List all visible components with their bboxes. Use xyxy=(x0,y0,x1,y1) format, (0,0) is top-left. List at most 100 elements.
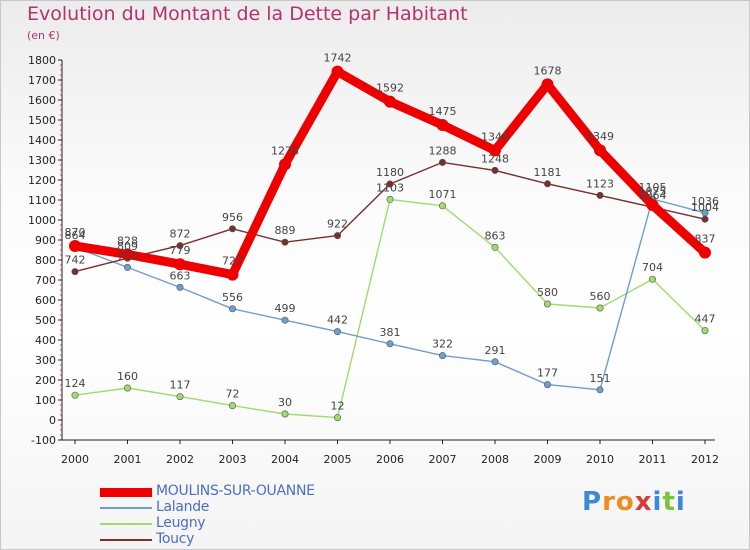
x-tick-label: 2009 xyxy=(534,453,562,466)
data-label-moulins: 1475 xyxy=(429,105,457,118)
y-tick-label: 0 xyxy=(49,414,56,427)
logo-letter: r xyxy=(602,487,616,517)
data-label-toucy: 922 xyxy=(327,218,348,231)
data-label-lalande: 1105 xyxy=(639,181,667,194)
data-label-toucy: 1064 xyxy=(639,189,667,202)
logo-letter: i xyxy=(675,487,686,517)
data-point-toucy xyxy=(281,238,289,246)
y-tick-label: 1700 xyxy=(28,74,56,87)
data-label-lalande: 151 xyxy=(590,372,611,385)
data-point-moulins xyxy=(279,158,291,171)
data-label-moulins: 1278 xyxy=(271,144,299,157)
data-label-toucy: 742 xyxy=(65,254,86,267)
data-point-moulins xyxy=(121,248,134,261)
x-tick-label: 2011 xyxy=(639,453,667,466)
data-point-toucy xyxy=(333,232,341,240)
y-tick-label: 900 xyxy=(35,234,56,247)
y-tick-label: 1800 xyxy=(28,54,56,67)
data-point-lalande xyxy=(386,340,394,348)
legend-label-lalande: Lalande xyxy=(156,499,210,515)
y-tick-label: 600 xyxy=(35,294,56,307)
data-label-toucy: 872 xyxy=(170,228,191,241)
legend-item-lalande: Lalande xyxy=(100,499,400,516)
logo-letter: P xyxy=(582,487,603,517)
y-tick-label: 800 xyxy=(35,254,56,267)
data-label-moulins: 870 xyxy=(65,226,86,239)
data-label-toucy: 889 xyxy=(275,224,296,237)
data-point-moulins xyxy=(541,78,554,91)
data-label-toucy: 1248 xyxy=(481,152,509,165)
data-label-moulins: 837 xyxy=(695,233,716,246)
data-point-toucy xyxy=(701,215,709,223)
data-point-moulins xyxy=(436,119,449,131)
y-tick-label: -100 xyxy=(31,434,56,447)
legend-swatch-toucy xyxy=(100,539,152,541)
data-label-lalande: 1036 xyxy=(691,195,719,208)
x-tick-label: 2007 xyxy=(429,453,457,466)
y-tick-label: 1300 xyxy=(28,154,56,167)
data-label-toucy: 1181 xyxy=(534,166,562,179)
legend-swatch-lalande xyxy=(100,507,152,509)
data-label-lalande: 322 xyxy=(432,338,453,351)
data-point-moulins xyxy=(69,240,81,252)
data-label-moulins: 1742 xyxy=(324,52,352,65)
data-label-lalande: 864 xyxy=(65,229,86,242)
data-point-leugny xyxy=(648,275,656,283)
data-label-toucy: 956 xyxy=(222,211,243,224)
data-point-leugny xyxy=(543,300,551,308)
logo-letter: o xyxy=(615,487,635,517)
chart-subtitle: (en €) xyxy=(27,29,60,42)
data-label-moulins: 1349 xyxy=(586,130,614,143)
y-tick-label: 1000 xyxy=(28,214,56,227)
data-point-toucy xyxy=(229,225,237,233)
data-label-moulins: 1592 xyxy=(376,82,404,95)
data-label-moulins: 1348 xyxy=(481,130,509,143)
x-tick-label: 2008 xyxy=(481,453,509,466)
data-label-toucy: 1004 xyxy=(691,201,719,214)
chart-title: Evolution du Montant de la Dette par Hab… xyxy=(27,3,468,25)
x-tick-label: 2012 xyxy=(691,453,719,466)
data-point-moulins xyxy=(174,258,186,271)
data-label-leugny: 124 xyxy=(65,377,86,390)
data-point-toucy xyxy=(543,180,551,188)
data-point-lalande xyxy=(124,263,132,271)
legend-swatch-leugny xyxy=(100,523,152,525)
legend-swatch-moulins xyxy=(100,488,152,497)
x-tick-label: 2001 xyxy=(114,453,142,466)
data-label-moulins: 779 xyxy=(170,244,191,257)
data-point-lalande xyxy=(543,381,551,389)
data-label-moulins: 1678 xyxy=(534,64,562,77)
y-tick-label: 100 xyxy=(35,394,56,407)
data-label-toucy: 809 xyxy=(117,240,138,253)
data-point-lalande xyxy=(333,328,341,336)
data-label-toucy: 1123 xyxy=(586,177,614,190)
data-point-lalande xyxy=(176,283,184,291)
data-point-leugny xyxy=(124,384,132,392)
x-tick-label: 2004 xyxy=(271,453,299,466)
x-tick-label: 2006 xyxy=(376,453,404,466)
data-label-leugny: 447 xyxy=(695,313,716,326)
data-point-lalande xyxy=(491,358,499,366)
legend-item-leugny: Leugny xyxy=(100,515,400,532)
data-label-leugny: 117 xyxy=(170,379,191,392)
y-tick-label: 1500 xyxy=(28,114,56,127)
data-label-lalande: 291 xyxy=(485,344,506,357)
data-point-lalande xyxy=(438,352,446,360)
y-tick-label: 300 xyxy=(35,354,56,367)
data-point-leugny xyxy=(176,393,184,401)
data-point-leugny xyxy=(386,195,394,203)
data-point-leugny xyxy=(71,391,79,399)
data-label-lalande: 442 xyxy=(327,314,348,327)
data-label-lalande: 177 xyxy=(537,367,558,380)
data-point-moulins xyxy=(489,144,501,157)
legend: MOULINS-SUR-OUANNE Lalande Leugny Toucy xyxy=(100,483,400,548)
data-point-lalande xyxy=(596,386,604,394)
y-tick-label: 700 xyxy=(35,274,56,287)
data-point-toucy xyxy=(491,166,499,174)
data-point-leugny xyxy=(438,202,446,210)
data-point-toucy xyxy=(71,268,79,276)
data-point-lalande xyxy=(229,305,237,313)
data-label-leugny: 1103 xyxy=(376,181,404,194)
data-point-moulins xyxy=(646,199,659,211)
series-layer xyxy=(69,65,711,422)
